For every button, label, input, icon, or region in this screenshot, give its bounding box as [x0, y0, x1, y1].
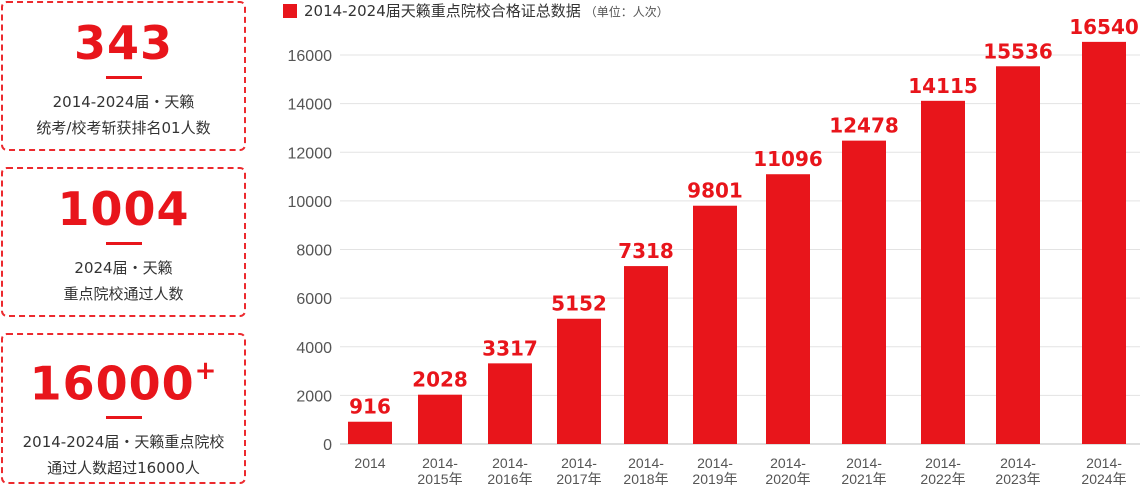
bar	[557, 318, 601, 444]
x-tick-label: 2014-	[846, 455, 882, 471]
x-tick-label: 2024年	[1081, 471, 1126, 485]
stat-caption-line1: 2014-2024届・天籁	[52, 93, 195, 111]
y-tick-label: 0	[323, 437, 332, 454]
bars-layer	[348, 41, 1126, 445]
data-label: 3317	[482, 336, 538, 360]
bar	[1082, 41, 1126, 445]
x-tick-label: 2014-	[628, 455, 664, 471]
plus-superscript: +	[194, 356, 218, 386]
legend-swatch	[283, 4, 297, 18]
x-tick-label: 2020年	[765, 471, 810, 485]
y-tick-label: 6000	[296, 291, 332, 308]
x-tick-label: 2017年	[556, 471, 601, 485]
y-tick-label: 12000	[288, 145, 333, 162]
x-tick-label: 2022年	[920, 471, 965, 485]
stat-caption-line1: 2024届・天籁	[74, 259, 173, 277]
bar-chart: 2014-2024届天籁重点院校合格证总数据 （单位：人次） 0 2000 4000…	[283, 2, 1140, 485]
y-tick-label: 16000	[288, 48, 333, 65]
stat-caption-line2: 重点院校通过人数	[63, 285, 184, 303]
x-tick-label: 2014	[354, 455, 385, 471]
x-tick-label: 2014-	[770, 455, 806, 471]
data-label: 7318	[618, 239, 674, 263]
x-tick-label: 2014-	[422, 455, 458, 471]
labels-layer: 0 2000 4000 6000 8000 10000 12000 14000 16000 916…	[288, 15, 1139, 485]
bar	[693, 205, 737, 444]
data-label: 11096	[753, 147, 823, 171]
stat-caption-line1: 2014-2024届・天籁重点院校	[22, 433, 225, 452]
x-tick-label: 2023年	[995, 471, 1040, 485]
bar	[842, 140, 886, 444]
data-label: 16540	[1069, 15, 1139, 39]
x-tick-label: 2014-	[492, 455, 528, 471]
data-label: 9801	[687, 179, 743, 203]
x-tick-label: 2021年	[841, 471, 886, 485]
chart-unit: （单位：人次）	[585, 4, 669, 19]
divider	[105, 76, 142, 79]
x-tick-label: 2014-	[1000, 455, 1036, 471]
data-label: 2028	[412, 368, 468, 392]
stat-card-2024-pass: 1004 2024届・天籁 重点院校通过人数	[1, 167, 246, 317]
x-tick-label: 2018年	[623, 471, 668, 485]
bar	[766, 174, 810, 444]
y-tick-label: 2000	[296, 388, 332, 405]
stat-caption-line2: 通过人数超过16000人	[47, 459, 200, 478]
chart-title: 2014-2024届天籁重点院校合格证总数据	[304, 2, 581, 20]
divider	[105, 416, 142, 420]
bar	[418, 394, 462, 444]
y-tick-label: 10000	[288, 194, 333, 211]
data-label: 14115	[908, 74, 978, 98]
stat-number: 343	[73, 16, 174, 70]
data-label: 5152	[551, 292, 607, 316]
bar	[348, 421, 392, 444]
y-tick-label: 14000	[288, 97, 333, 114]
x-tick-label: 2015年	[417, 471, 462, 485]
bar	[996, 66, 1040, 444]
data-label: 916	[349, 395, 391, 419]
x-tick-label: 2014-	[697, 455, 733, 471]
divider	[105, 242, 142, 245]
stat-card-rank-01: 343 2014-2024届・天籁 统考/校考斩获排名01人数	[1, 1, 246, 151]
x-tick-label: 2016年	[487, 471, 532, 485]
x-tick-label: 2014-	[1086, 455, 1122, 471]
x-tick-label: 2014-	[561, 455, 597, 471]
data-label: 12478	[829, 114, 899, 138]
stat-number: 1004	[57, 182, 190, 236]
bar	[488, 363, 532, 444]
grid-layer	[340, 54, 1140, 445]
stat-number: 16000+	[29, 356, 218, 411]
y-tick-label: 4000	[296, 340, 332, 357]
x-tick-label: 2019年	[692, 471, 737, 485]
bar	[921, 100, 965, 444]
data-label: 15536	[983, 39, 1053, 63]
x-tick-label: 2014-	[925, 455, 961, 471]
bar	[624, 266, 668, 444]
y-tick-label: 8000	[296, 243, 332, 260]
stat-caption-line2: 统考/校考斩获排名01人数	[36, 119, 211, 137]
stat-card-total-pass: 16000+ 2014-2024届・天籁重点院校 通过人数超过16000人	[1, 333, 246, 484]
